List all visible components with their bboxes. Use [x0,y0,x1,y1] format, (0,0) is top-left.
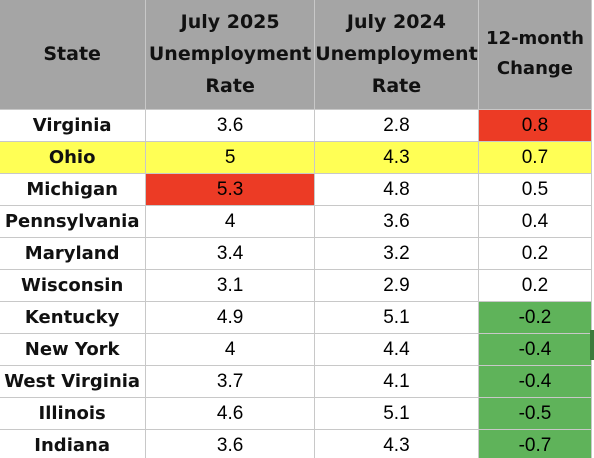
header-july-2025-line-1: July 2025 [180,11,280,33]
july-2025-rate-cell[interactable]: 4 [145,205,315,238]
july-2025-rate-cell[interactable]: 4 [145,333,315,366]
july-2024-rate-cell[interactable]: 4.4 [313,333,479,366]
july-2024-rate-cell[interactable]: 3.6 [313,205,479,238]
header-july-2025-rate[interactable]: July 2025 Unemployment Rate [145,0,315,110]
july-2024-rate-cell[interactable]: 3.2 [313,237,479,270]
state-cell[interactable]: Maryland [0,237,147,270]
july-2025-rate-cell[interactable]: 3.1 [145,269,315,302]
change-cell[interactable]: 0.2 [477,237,593,270]
july-2025-rate-cell[interactable]: 5 [145,141,315,174]
july-2024-rate-cell[interactable]: 4.3 [313,429,479,458]
change-cell[interactable]: -0.7 [477,429,593,458]
table-row: Kentucky 4.9 5.1 -0.2 [0,301,593,334]
table-row: Michigan 5.3 4.8 0.5 [0,173,593,206]
july-2025-rate-cell[interactable]: 3.6 [145,109,315,142]
change-cell[interactable]: -0.5 [477,397,593,430]
change-cell[interactable]: 0.4 [477,205,593,238]
state-cell[interactable]: Wisconsin [0,269,147,302]
july-2024-rate-cell[interactable]: 5.1 [313,397,479,430]
table-row: Wisconsin 3.1 2.9 0.2 [0,269,593,302]
table-row: Indiana 3.6 4.3 -0.7 [0,429,593,458]
header-july-2025-line-3: Rate [205,75,255,97]
july-2024-rate-cell[interactable]: 5.1 [313,301,479,334]
state-cell[interactable]: Virginia [0,109,147,142]
table-row: New York 4 4.4 -0.4 [0,333,593,366]
state-cell[interactable]: Indiana [0,429,147,458]
header-12-month-change[interactable]: 12-month Change [477,0,593,110]
header-july-2024-line-3: Rate [371,75,422,97]
state-cell[interactable]: Kentucky [0,301,147,334]
july-2025-rate-cell[interactable]: 4.9 [145,301,315,334]
change-cell[interactable]: 0.7 [477,141,593,174]
change-cell[interactable]: -0.4 [477,333,593,366]
header-state[interactable]: State [0,0,147,110]
change-cell[interactable]: 0.2 [477,269,593,302]
july-2024-rate-cell[interactable]: 4.8 [313,173,479,206]
header-state-line: State [43,43,101,65]
july-2024-rate-cell[interactable]: 2.8 [313,109,479,142]
header-change-line-2: Change [496,58,573,79]
state-cell[interactable]: New York [0,333,147,366]
column-edge-marker [590,330,594,360]
july-2024-rate-cell[interactable]: 4.1 [313,365,479,398]
header-july-2024-line-2: Unemployment [315,43,478,65]
state-cell[interactable]: Pennsylvania [0,205,147,238]
july-2025-rate-cell[interactable]: 3.7 [145,365,315,398]
header-change-line-1: 12-month [486,28,584,49]
change-cell[interactable]: 0.8 [477,109,593,142]
july-2025-rate-cell[interactable]: 5.3 [145,173,315,206]
state-cell[interactable]: Michigan [0,173,147,206]
state-cell[interactable]: Illinois [0,397,147,430]
table-row: Ohio 5 4.3 0.7 [0,141,593,174]
table-row: Maryland 3.4 3.2 0.2 [0,237,593,270]
header-row: State July 2025 Unemployment Rate July 2… [0,0,593,110]
table-row: Pennsylvania 4 3.6 0.4 [0,205,593,238]
change-cell[interactable]: -0.4 [477,365,593,398]
change-cell[interactable]: 0.5 [477,173,593,206]
july-2024-rate-cell[interactable]: 2.9 [313,269,479,302]
july-2024-rate-cell[interactable]: 4.3 [313,141,479,174]
state-cell[interactable]: Ohio [0,141,147,174]
july-2025-rate-cell[interactable]: 3.4 [145,237,315,270]
table-row: Illinois 4.6 5.1 -0.5 [0,397,593,430]
header-july-2025-line-2: Unemployment [148,43,312,65]
table-row: Virginia 3.6 2.8 0.8 [0,109,593,142]
table-row: West Virginia 3.7 4.1 -0.4 [0,365,593,398]
state-cell[interactable]: West Virginia [0,365,147,398]
july-2025-rate-cell[interactable]: 3.6 [145,429,315,458]
header-july-2024-rate[interactable]: July 2024 Unemployment Rate [313,0,479,110]
july-2025-rate-cell[interactable]: 4.6 [145,397,315,430]
header-july-2024-line-1: July 2024 [346,11,446,33]
change-cell[interactable]: -0.2 [477,301,593,334]
